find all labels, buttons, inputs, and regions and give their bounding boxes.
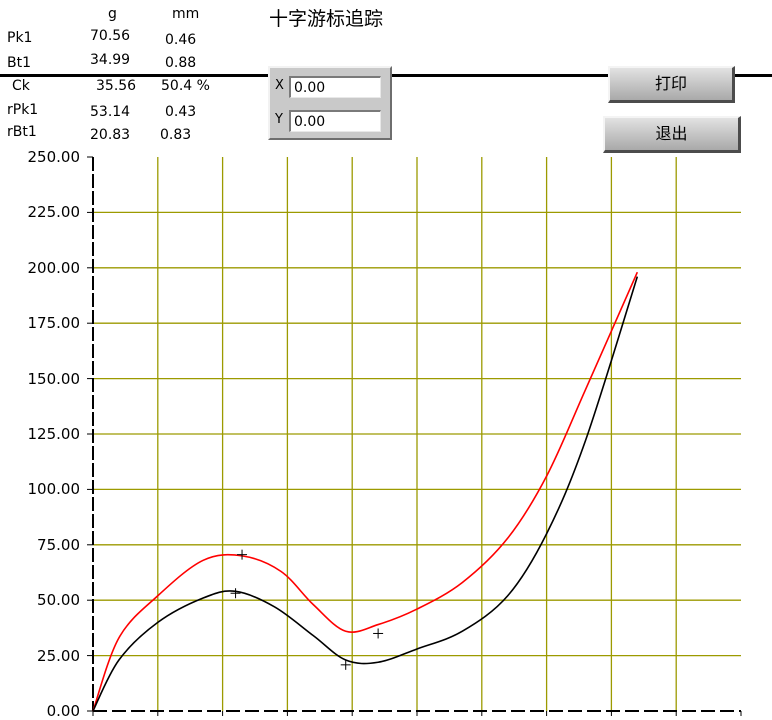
readout-mm-ck: 50.4 % — [161, 78, 210, 94]
black-curve — [92, 276, 639, 712]
readout-mm-bt1: 0.88 — [165, 55, 197, 71]
y-tick-label: 50.00 — [37, 591, 80, 610]
y-tick-label: 175.00 — [27, 314, 81, 333]
readout-label-pk1: Pk1 — [7, 30, 33, 46]
red-curve — [92, 271, 639, 712]
readout-g-bt1: 34.99 — [90, 52, 131, 68]
readout-label-bt1: Bt1 — [7, 55, 32, 71]
y-tick-label: 75.00 — [37, 535, 80, 554]
exit-button[interactable]: 退出 — [603, 116, 741, 153]
cursor-x-label: X — [275, 78, 284, 93]
cursor-position-panel: X Y — [268, 66, 392, 140]
y-tick-label: 250.00 — [27, 148, 81, 166]
readout-mm-rbt1: 0.83 — [160, 127, 192, 143]
y-tick-label: 100.00 — [27, 480, 81, 499]
cursor-y-input[interactable] — [289, 110, 381, 132]
y-tick-label: 125.00 — [27, 425, 81, 443]
readout-label-rbt1: rBt1 — [7, 124, 37, 140]
cursor-x-input[interactable] — [289, 76, 381, 98]
readout-mm-rpk1: 0.43 — [165, 104, 197, 120]
readout-label-ck: Ck — [12, 78, 30, 94]
y-tick-label: 200.00 — [27, 258, 81, 277]
y-tick-label: 225.00 — [27, 203, 81, 222]
y-tick-label: 25.00 — [37, 646, 80, 665]
readout-label-rpk1: rPk1 — [7, 102, 39, 118]
readout-g-rpk1: 53.14 — [90, 104, 131, 120]
readout-mm-pk1: 0.46 — [165, 32, 197, 48]
readout-g-ck: 35.56 — [96, 78, 137, 94]
y-tick-label: 0.00 — [46, 702, 80, 720]
readout-g-pk1: 70.56 — [90, 28, 131, 44]
unit-g-label: g — [108, 6, 117, 22]
cursor-y-label: Y — [275, 112, 283, 127]
window-title: 十字游标追踪 — [269, 8, 384, 30]
readout-g-rbt1: 20.83 — [90, 127, 131, 143]
y-tick-label: 150.00 — [27, 369, 81, 388]
unit-mm-label: mm — [172, 6, 200, 22]
print-button[interactable]: 打印 — [608, 66, 735, 103]
